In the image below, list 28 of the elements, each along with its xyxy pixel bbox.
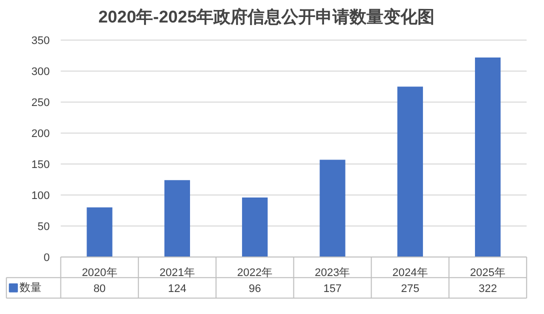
data-label: 157 <box>323 282 342 295</box>
x-tick-label: 2024年 <box>392 266 428 279</box>
y-tick-label: 350 <box>31 35 50 48</box>
x-tick-label: 2020年 <box>82 266 118 279</box>
y-tick-label: 300 <box>31 66 50 78</box>
chart-title: 2020年-2025年政府信息公开申请数量变化图 <box>98 8 435 26</box>
x-tick-label: 2021年 <box>159 266 195 279</box>
data-label: 96 <box>248 282 261 295</box>
data-label: 275 <box>400 282 420 295</box>
data-label: 124 <box>168 282 186 295</box>
bar <box>164 180 190 257</box>
bar <box>242 198 268 257</box>
y-tick-label: 50 <box>38 221 50 233</box>
y-tick-label: 150 <box>31 159 50 172</box>
bar <box>474 58 501 257</box>
bar <box>86 207 112 257</box>
y-tick-label: 250 <box>31 97 50 110</box>
y-tick-label: 200 <box>31 128 50 140</box>
x-tick-label: 2022年 <box>237 266 273 279</box>
x-tick-label: 2025年 <box>470 266 506 279</box>
data-label: 322 <box>478 282 497 295</box>
bar <box>320 160 346 257</box>
x-tick-label: 2023年 <box>314 266 350 279</box>
data-label: 80 <box>93 282 106 295</box>
bar <box>397 86 423 257</box>
y-tick-label: 100 <box>31 190 50 202</box>
y-tick-label: 0 <box>44 252 50 264</box>
legend-label: 数量 <box>20 282 42 294</box>
